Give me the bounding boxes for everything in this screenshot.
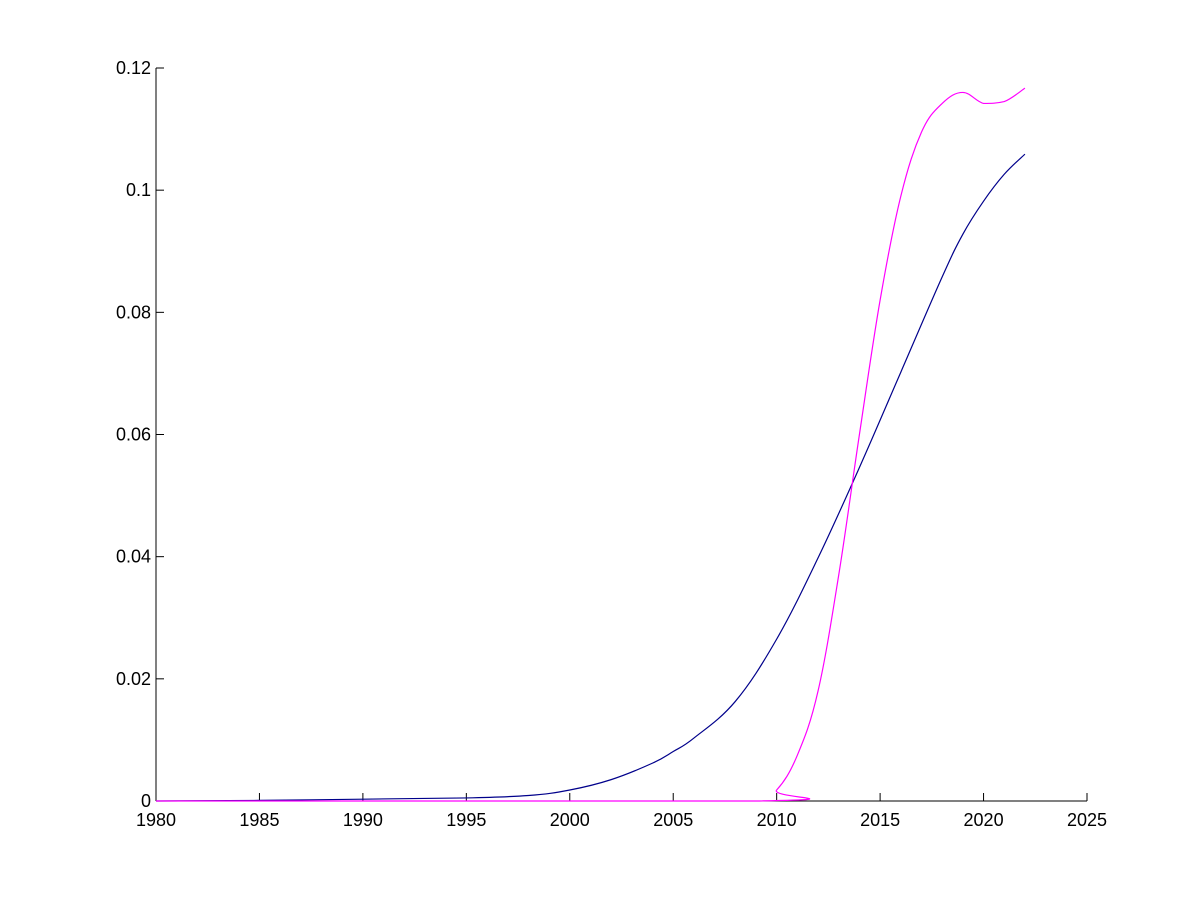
y-tick-label: 0 <box>141 791 151 811</box>
y-tick-label: 0.1 <box>126 180 151 200</box>
x-tick-label: 1980 <box>136 810 176 830</box>
series-lines <box>155 87 1026 802</box>
y-tick-label: 0.06 <box>116 425 151 445</box>
y-tick-label: 0.12 <box>116 58 151 78</box>
series-line-2 <box>155 87 1026 802</box>
y-tick-label: 0.02 <box>116 669 151 689</box>
x-tick-label: 2020 <box>964 810 1004 830</box>
x-tick-label: 2015 <box>860 810 900 830</box>
y-tick-label: 0.08 <box>116 302 151 322</box>
x-tick-label: 2005 <box>653 810 693 830</box>
x-tick-label: 2025 <box>1067 810 1107 830</box>
tick-labels: 1980 1985 1990 1995 2000 2005 2010 2015 2020 2025… <box>116 58 1107 830</box>
x-tick-label: 1985 <box>239 810 279 830</box>
axes <box>155 67 1088 802</box>
x-tick-label: 1990 <box>343 810 383 830</box>
x-tick-label: 2010 <box>757 810 797 830</box>
x-tick-label: 2000 <box>550 810 590 830</box>
y-tick-label: 0.04 <box>116 547 151 567</box>
series-line-1 <box>155 153 1026 802</box>
x-tick-label: 1995 <box>446 810 486 830</box>
